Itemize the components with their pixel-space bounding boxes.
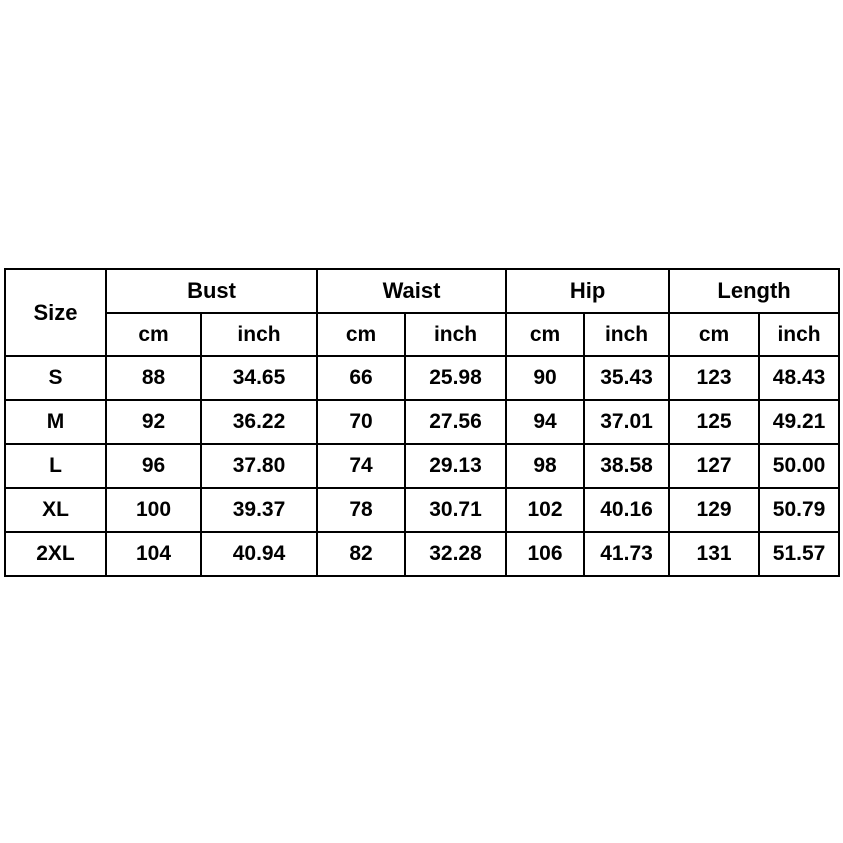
length-inch-cell: 48.43 — [758, 355, 841, 401]
waist-inch-cell: 29.13 — [404, 443, 508, 489]
group-header-waist: Waist — [316, 268, 508, 314]
waist-inch-cell: 25.98 — [404, 355, 508, 401]
hip-cm-cell: 102 — [505, 487, 586, 533]
unit-header-length-cm: cm — [668, 312, 761, 357]
unit-header-bust-inch: inch — [199, 312, 319, 357]
hip-inch-cell: 40.16 — [583, 487, 671, 533]
bust-cm-cell: 104 — [105, 531, 202, 577]
unit-header-length-inch: inch — [758, 312, 841, 357]
size-cell: XL — [4, 487, 107, 533]
table-row-xl: XL 100 39.37 78 30.71 102 40.16 129 50.7… — [4, 487, 841, 533]
group-header-length: Length — [668, 268, 841, 314]
hip-cm-cell: 90 — [505, 355, 586, 401]
length-inch-cell: 50.79 — [758, 487, 841, 533]
unit-header-hip-cm: cm — [505, 312, 586, 357]
length-inch-cell: 51.57 — [758, 531, 841, 577]
size-cell: L — [4, 443, 107, 489]
group-header-row: Size Bust Waist Hip Length — [4, 268, 841, 357]
hip-inch-cell: 37.01 — [583, 399, 671, 445]
hip-cm-cell: 94 — [505, 399, 586, 445]
bust-inch-cell: 34.65 — [199, 355, 319, 401]
length-cm-cell: 131 — [668, 531, 761, 577]
table-row-l: L 96 37.80 74 29.13 98 38.58 127 50.00 — [4, 443, 841, 489]
unit-header-waist-cm: cm — [316, 312, 407, 357]
table-row-m: M 92 36.22 70 27.56 94 37.01 125 49.21 — [4, 399, 841, 445]
bust-inch-cell: 39.37 — [199, 487, 319, 533]
hip-cm-cell: 98 — [505, 443, 586, 489]
size-cell: S — [4, 355, 107, 401]
waist-cm-cell: 70 — [316, 399, 407, 445]
waist-cm-cell: 66 — [316, 355, 407, 401]
group-header-hip: Hip — [505, 268, 671, 314]
waist-cm-cell: 82 — [316, 531, 407, 577]
unit-header-bust-cm: cm — [105, 312, 202, 357]
corner-header-size: Size — [4, 268, 107, 357]
waist-inch-cell: 32.28 — [404, 531, 508, 577]
unit-header-hip-inch: inch — [583, 312, 671, 357]
waist-cm-cell: 74 — [316, 443, 407, 489]
length-inch-cell: 50.00 — [758, 443, 841, 489]
bust-cm-cell: 92 — [105, 399, 202, 445]
hip-inch-cell: 35.43 — [583, 355, 671, 401]
hip-inch-cell: 41.73 — [583, 531, 671, 577]
bust-cm-cell: 96 — [105, 443, 202, 489]
unit-header-row: cm inch cm inch cm inch cm inch — [5, 312, 841, 357]
hip-cm-cell: 106 — [505, 531, 586, 577]
length-cm-cell: 123 — [668, 355, 761, 401]
waist-inch-cell: 30.71 — [404, 487, 508, 533]
length-cm-cell: 129 — [668, 487, 761, 533]
waist-inch-cell: 27.56 — [404, 399, 508, 445]
bust-inch-cell: 36.22 — [199, 399, 319, 445]
size-chart-table: Size Bust Waist Hip Length cm inch cm in… — [4, 268, 841, 577]
size-cell: M — [4, 399, 107, 445]
bust-cm-cell: 88 — [105, 355, 202, 401]
bust-inch-cell: 37.80 — [199, 443, 319, 489]
length-inch-cell: 49.21 — [758, 399, 841, 445]
table-row-2xl: 2XL 104 40.94 82 32.28 106 41.73 131 51.… — [4, 531, 841, 577]
length-cm-cell: 125 — [668, 399, 761, 445]
size-cell: 2XL — [4, 531, 107, 577]
bust-inch-cell: 40.94 — [199, 531, 319, 577]
bust-cm-cell: 100 — [105, 487, 202, 533]
unit-header-waist-inch: inch — [404, 312, 508, 357]
hip-inch-cell: 38.58 — [583, 443, 671, 489]
waist-cm-cell: 78 — [316, 487, 407, 533]
table-row-s: S 88 34.65 66 25.98 90 35.43 123 48.43 — [4, 355, 841, 401]
length-cm-cell: 127 — [668, 443, 761, 489]
group-header-bust: Bust — [104, 268, 319, 314]
